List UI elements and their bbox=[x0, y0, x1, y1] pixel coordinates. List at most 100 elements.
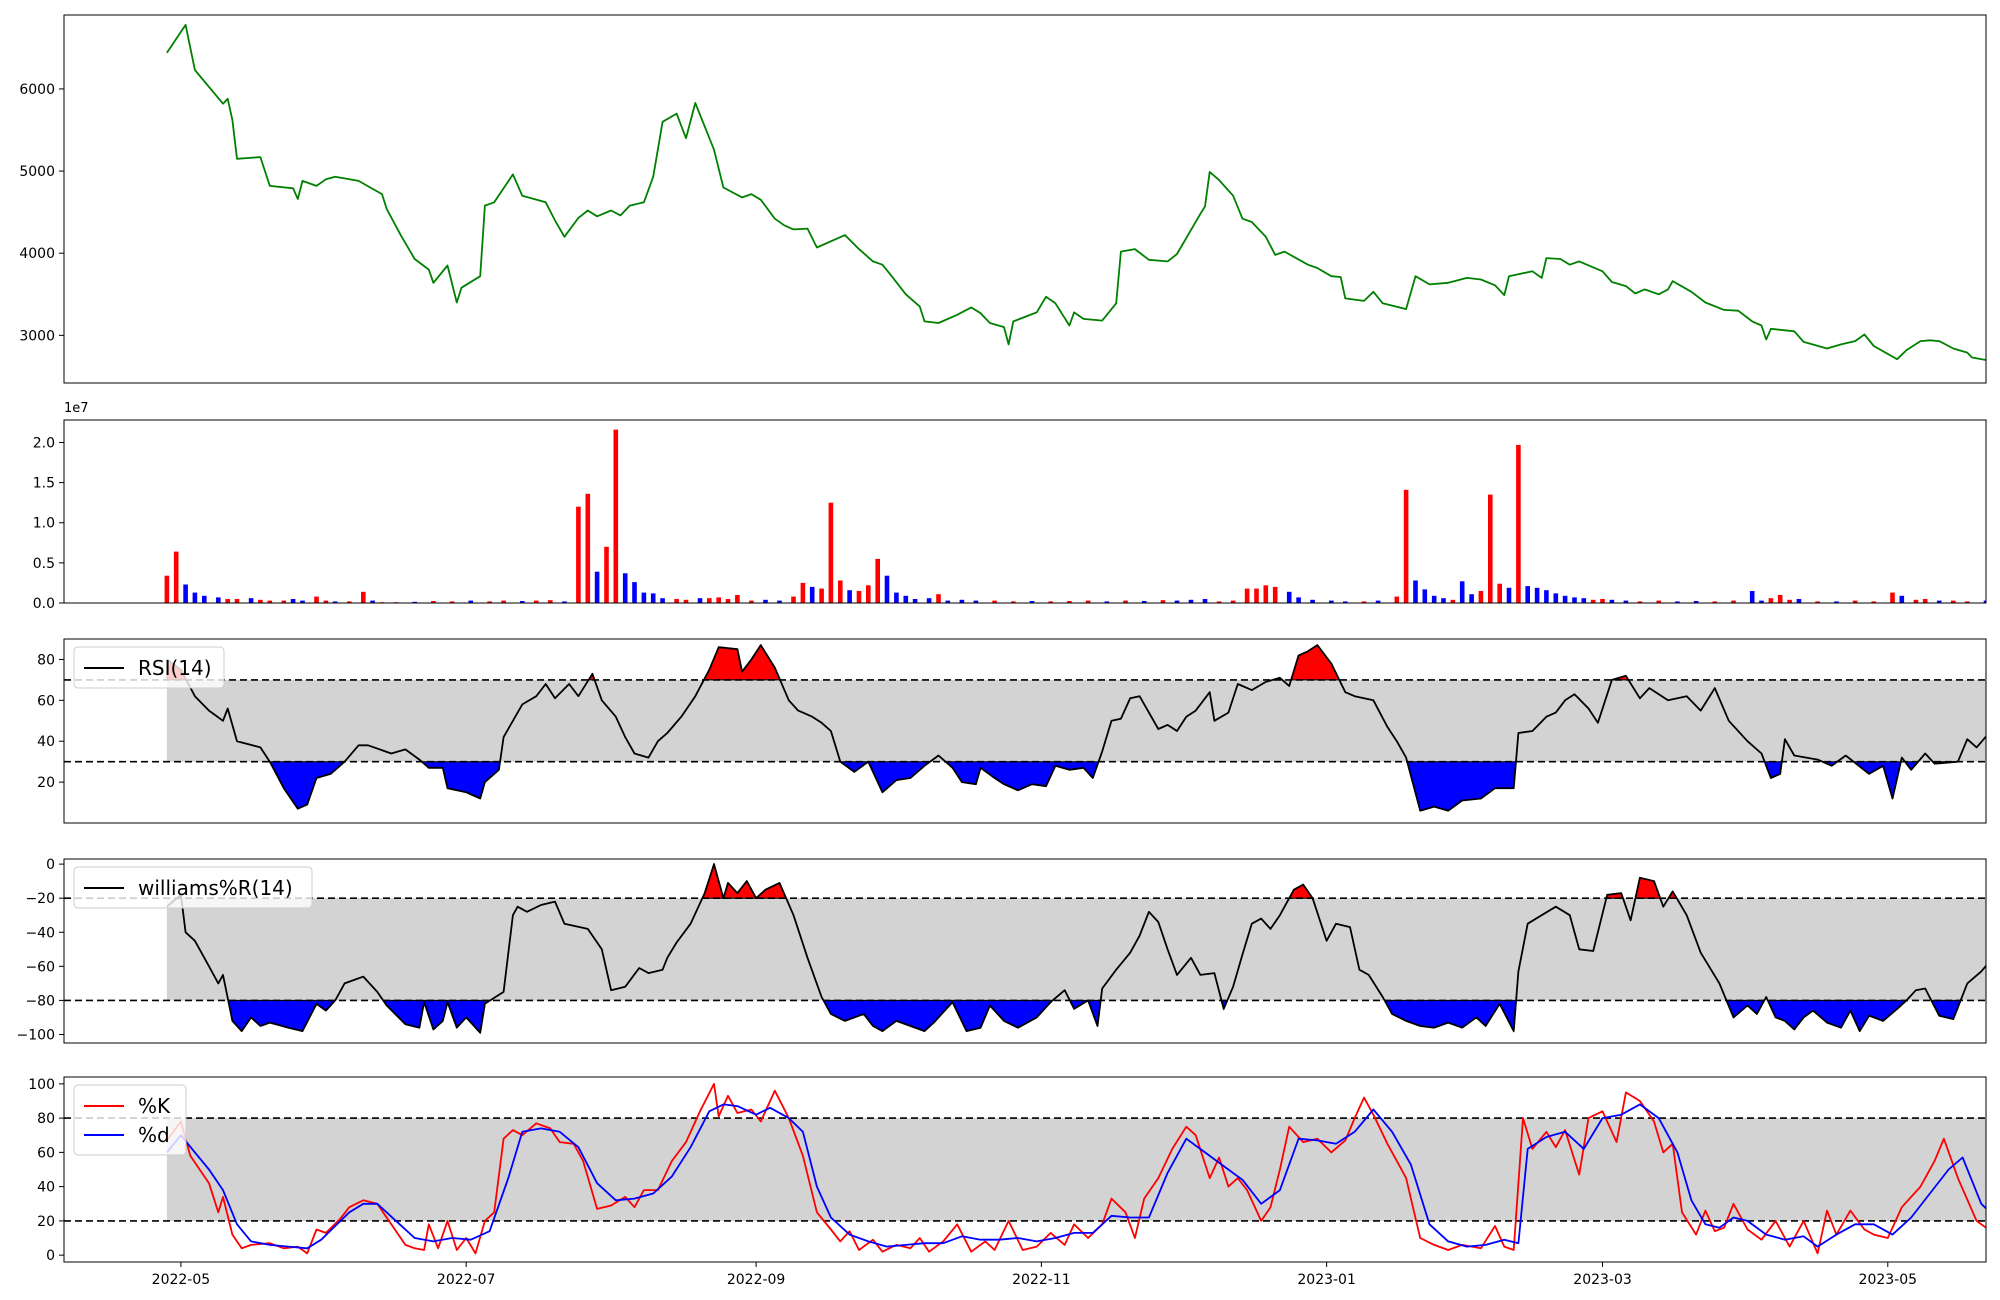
volume-bar bbox=[1712, 601, 1718, 603]
volume-bar bbox=[749, 600, 754, 603]
stochastic-band bbox=[166, 1118, 1986, 1221]
volume-bar bbox=[202, 595, 207, 603]
legend-box bbox=[73, 646, 225, 689]
volume-bar bbox=[1141, 601, 1147, 603]
volume-bar bbox=[501, 600, 506, 603]
volume-bar bbox=[1590, 599, 1596, 603]
volume-bar bbox=[1431, 595, 1437, 603]
volume-bar bbox=[809, 586, 815, 603]
williams-band bbox=[166, 898, 1986, 1001]
y-tick-label-stochastic: 100 bbox=[28, 1077, 55, 1093]
volume-bar bbox=[1787, 599, 1792, 603]
volume-bar bbox=[674, 599, 679, 603]
volume-bar bbox=[1422, 589, 1428, 603]
volume-bar bbox=[1913, 599, 1919, 603]
rsi-oversold-fill bbox=[268, 761, 346, 810]
y-tick-label-stochastic: 40 bbox=[37, 1180, 55, 1196]
volume-bar bbox=[707, 598, 712, 603]
williams-oversold-fill bbox=[382, 999, 492, 1034]
volume-bar bbox=[323, 600, 329, 603]
volume-bar bbox=[164, 575, 170, 603]
volume-bar bbox=[412, 601, 417, 603]
volume-bar bbox=[1768, 598, 1774, 603]
y-tick-label-williams: −60 bbox=[25, 959, 55, 975]
volume-bar bbox=[875, 558, 880, 603]
volume-bar bbox=[487, 601, 492, 603]
y-tick-label-stochastic: 0 bbox=[46, 1248, 55, 1264]
volume-bar bbox=[1202, 599, 1208, 603]
volume-bar bbox=[697, 598, 703, 603]
volume-bar bbox=[1123, 600, 1128, 603]
volume-bar bbox=[225, 599, 230, 603]
volume-bar bbox=[594, 571, 600, 603]
volume-bar bbox=[1403, 489, 1409, 603]
volume-frame bbox=[63, 419, 1987, 604]
volume-bar bbox=[1871, 601, 1877, 603]
volume-bar bbox=[838, 580, 843, 603]
volume-bar bbox=[791, 596, 796, 603]
volume-bar bbox=[1553, 593, 1559, 603]
rsi-oversold-fill bbox=[838, 761, 870, 773]
legend-box bbox=[73, 1084, 187, 1156]
volume-bar bbox=[1497, 583, 1502, 603]
volume-bar bbox=[1693, 601, 1699, 603]
x-tick-label: 2023-01 bbox=[1297, 1272, 1356, 1288]
volume-bar bbox=[1067, 601, 1072, 603]
volume-bar bbox=[1951, 600, 1956, 603]
volume-bar bbox=[903, 595, 909, 603]
x-tick-label: 2022-09 bbox=[727, 1272, 786, 1288]
volume-bar bbox=[604, 546, 609, 603]
volume-bar bbox=[1394, 596, 1400, 603]
volume-bar bbox=[1375, 600, 1381, 603]
volume-bar bbox=[1936, 600, 1942, 603]
legend-label: RSI(14) bbox=[138, 656, 212, 680]
volume-bar bbox=[216, 597, 221, 603]
rsi-frame bbox=[63, 638, 1987, 824]
volume-bar bbox=[562, 601, 567, 603]
volume-bar bbox=[183, 584, 188, 603]
price-frame bbox=[63, 14, 1987, 384]
volume-bar bbox=[660, 598, 665, 603]
volume-bar bbox=[173, 551, 179, 603]
volume-bar bbox=[936, 594, 941, 603]
y-tick-label-williams: −80 bbox=[25, 993, 55, 1009]
volume-bar bbox=[683, 599, 689, 603]
volume-bar bbox=[1516, 444, 1521, 603]
price-plot bbox=[166, 23, 1986, 361]
volume-bar bbox=[1749, 591, 1755, 603]
legend-label: %d bbox=[138, 1123, 170, 1147]
rsi-series-line bbox=[166, 644, 1986, 812]
volume-bar bbox=[258, 599, 263, 603]
volume-bar bbox=[1254, 588, 1259, 603]
x-tick-label: 2022-07 bbox=[437, 1272, 496, 1288]
rsi-oversold-fill bbox=[1406, 761, 1517, 812]
williams-frame bbox=[63, 858, 1987, 1044]
volume-bar bbox=[431, 601, 436, 603]
y-tick-label-rsi: 60 bbox=[37, 693, 55, 709]
rsi-oversold-fill bbox=[867, 761, 932, 794]
y-tick-label-rsi: 40 bbox=[37, 734, 55, 750]
volume-bar bbox=[1544, 590, 1549, 603]
volume-bar bbox=[1759, 600, 1764, 603]
volume-bar bbox=[520, 601, 525, 603]
volume-bar bbox=[716, 597, 721, 603]
volume-bar bbox=[1600, 599, 1605, 603]
williams-oversold-fill bbox=[1383, 999, 1517, 1033]
volume-bar bbox=[1609, 599, 1615, 603]
volume-bar bbox=[1160, 600, 1166, 603]
volume-bar bbox=[1413, 580, 1418, 603]
stochastic-series-line bbox=[166, 1103, 1986, 1250]
y-tick-label-williams: −40 bbox=[25, 925, 55, 941]
volume-bar bbox=[1216, 601, 1222, 603]
y-tick-label-volume: 0.5 bbox=[33, 556, 55, 572]
volume-bar bbox=[912, 599, 918, 603]
volume-bar bbox=[1796, 599, 1802, 603]
volume-bar bbox=[300, 600, 305, 603]
volume-bar bbox=[370, 600, 375, 603]
volume-bar bbox=[1656, 600, 1661, 603]
volume-bar bbox=[1534, 587, 1540, 603]
volume-bar bbox=[347, 601, 352, 603]
y-tick-label-stochastic: 60 bbox=[37, 1145, 55, 1161]
volume-bar bbox=[828, 502, 834, 603]
